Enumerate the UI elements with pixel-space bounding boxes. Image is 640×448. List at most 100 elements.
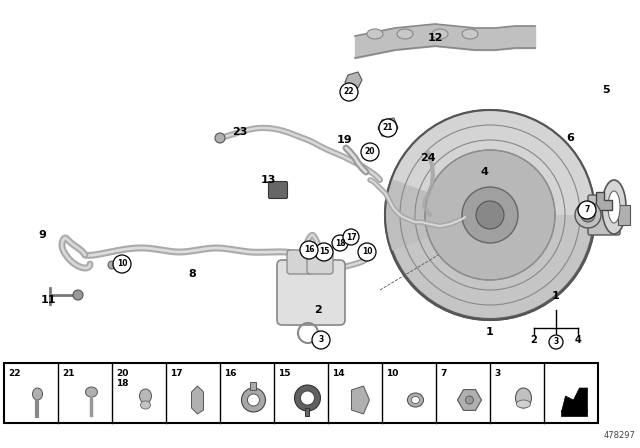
Text: 7: 7	[584, 206, 589, 215]
Circle shape	[462, 187, 518, 243]
Bar	[305, 408, 310, 416]
Ellipse shape	[408, 393, 424, 407]
Text: 20
18: 20 18	[116, 369, 129, 388]
FancyBboxPatch shape	[269, 181, 287, 198]
Bar	[561, 410, 588, 416]
Circle shape	[425, 150, 555, 280]
Circle shape	[581, 208, 595, 222]
Polygon shape	[458, 390, 481, 410]
Wedge shape	[391, 110, 595, 215]
Circle shape	[335, 237, 345, 247]
Text: 20: 20	[365, 147, 375, 156]
FancyBboxPatch shape	[287, 250, 313, 274]
Ellipse shape	[397, 29, 413, 39]
Circle shape	[73, 290, 83, 300]
Polygon shape	[561, 388, 588, 412]
Circle shape	[301, 391, 314, 405]
Text: 17: 17	[346, 233, 356, 241]
Text: 1: 1	[486, 327, 494, 337]
Wedge shape	[385, 179, 490, 251]
Circle shape	[294, 385, 321, 411]
Text: 11: 11	[40, 295, 56, 305]
Text: 15: 15	[278, 369, 291, 378]
Text: 16: 16	[304, 246, 314, 254]
Circle shape	[379, 119, 397, 137]
Text: 18: 18	[335, 238, 346, 247]
Text: 3: 3	[554, 337, 559, 346]
Ellipse shape	[465, 396, 474, 404]
Circle shape	[113, 255, 131, 273]
Text: 8: 8	[188, 269, 196, 279]
Ellipse shape	[462, 29, 478, 39]
FancyBboxPatch shape	[588, 195, 620, 235]
Circle shape	[358, 243, 376, 261]
Text: 22: 22	[344, 87, 355, 96]
Text: 16: 16	[224, 369, 237, 378]
Polygon shape	[596, 192, 612, 210]
Text: 19: 19	[337, 135, 353, 145]
Ellipse shape	[412, 396, 419, 404]
Text: 7: 7	[440, 369, 446, 378]
Circle shape	[312, 331, 330, 349]
Ellipse shape	[33, 388, 42, 400]
Polygon shape	[351, 386, 369, 414]
Ellipse shape	[141, 401, 150, 409]
Circle shape	[215, 133, 225, 143]
Ellipse shape	[367, 29, 383, 39]
Circle shape	[241, 388, 266, 412]
Ellipse shape	[432, 29, 448, 39]
Text: 13: 13	[260, 175, 276, 185]
Text: 21: 21	[62, 369, 74, 378]
Text: 2: 2	[531, 335, 538, 345]
FancyBboxPatch shape	[277, 260, 345, 325]
Circle shape	[346, 231, 358, 243]
Text: 2: 2	[314, 305, 322, 315]
Text: 10: 10	[362, 247, 372, 257]
Bar	[618, 205, 630, 225]
Text: 24: 24	[420, 153, 436, 163]
Ellipse shape	[515, 388, 531, 408]
Text: 3: 3	[318, 336, 324, 345]
Circle shape	[303, 243, 317, 257]
Circle shape	[361, 143, 379, 161]
Circle shape	[315, 243, 333, 261]
Ellipse shape	[516, 400, 531, 408]
Circle shape	[343, 229, 359, 245]
Text: 14: 14	[332, 369, 344, 378]
Text: 23: 23	[232, 127, 248, 137]
Ellipse shape	[86, 387, 97, 397]
Text: 478297: 478297	[603, 431, 635, 440]
Circle shape	[300, 241, 318, 259]
Polygon shape	[378, 118, 398, 136]
Circle shape	[332, 235, 348, 251]
Polygon shape	[191, 386, 204, 414]
FancyBboxPatch shape	[307, 250, 333, 274]
Circle shape	[340, 83, 358, 101]
Circle shape	[578, 201, 596, 219]
Text: 12: 12	[428, 33, 443, 43]
Ellipse shape	[602, 180, 626, 234]
Text: 1: 1	[552, 291, 560, 301]
Circle shape	[549, 335, 563, 349]
Text: 10: 10	[386, 369, 398, 378]
Text: 21: 21	[383, 124, 393, 133]
Text: 10: 10	[116, 259, 127, 268]
Bar	[250, 382, 257, 390]
Text: 9: 9	[38, 230, 46, 240]
Bar	[4, 363, 598, 423]
Text: 22: 22	[8, 369, 20, 378]
Circle shape	[318, 245, 332, 259]
Circle shape	[248, 394, 259, 406]
Circle shape	[385, 110, 595, 320]
Ellipse shape	[140, 389, 152, 403]
Circle shape	[108, 261, 116, 269]
Polygon shape	[345, 72, 362, 90]
Text: 4: 4	[575, 335, 581, 345]
Circle shape	[476, 201, 504, 229]
Text: 3: 3	[494, 369, 500, 378]
Text: 4: 4	[480, 167, 488, 177]
Text: 5: 5	[602, 85, 610, 95]
Text: 6: 6	[566, 133, 574, 143]
Circle shape	[575, 202, 601, 228]
Ellipse shape	[608, 191, 620, 223]
